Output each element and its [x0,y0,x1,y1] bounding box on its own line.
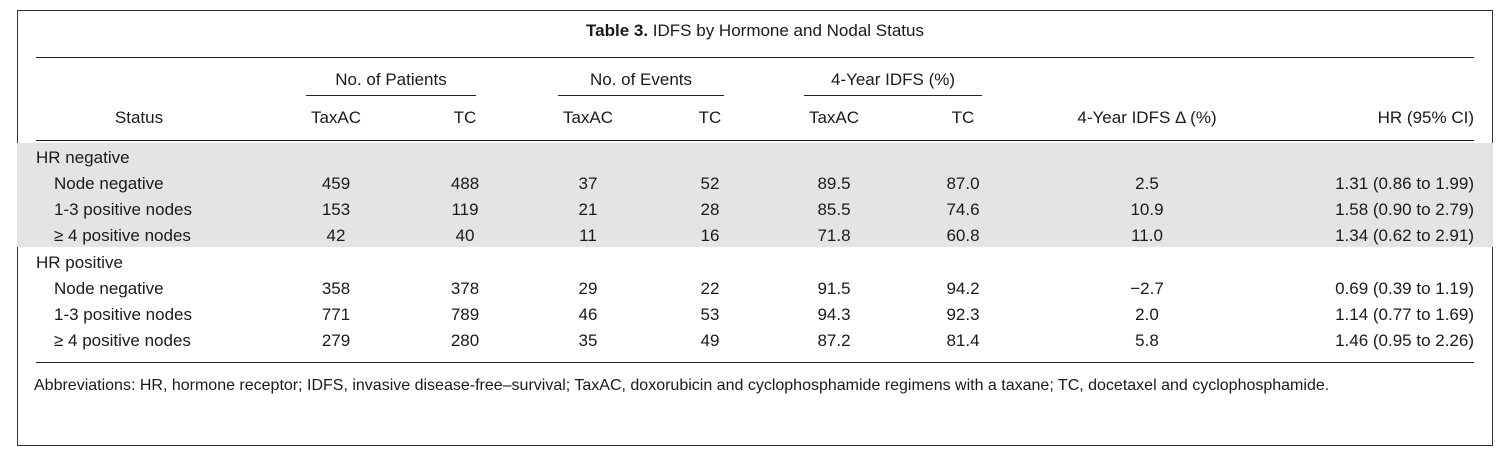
events-taxac: 37 [578,174,598,193]
table-caption: IDFS by Hormone and Nodal Status [652,21,924,40]
table-row: 1-3 positive nodes 771 789 46 53 94.3 92… [0,302,1510,328]
idfs-delta: −2.7 [1130,279,1164,298]
events-taxac: 35 [578,331,598,350]
hazard-ratio: 1.46 (0.95 to 2.26) [1335,331,1474,350]
idfs-tc: 60.8 [946,226,980,245]
hazard-ratio: 1.31 (0.86 to 1.99) [1335,174,1474,193]
idfs-tc: 87.0 [946,174,980,193]
col-idfs-tc: TC [951,108,975,127]
section-row-hr-negative: HR negative [0,145,1510,171]
events-taxac: 11 [579,226,597,245]
col-idfs-delta: 4-Year IDFS Δ (%) [1077,108,1217,127]
group-header-events: No. of Events [589,70,693,89]
table-row: ≥ 4 positive nodes 42 40 11 16 71.8 60.8… [0,223,1510,249]
table-row: 1-3 positive nodes 153 119 21 28 85.5 74… [0,197,1510,223]
events-tc: 28 [700,200,720,219]
events-tc: 16 [700,226,720,245]
idfs-tc: 94.2 [946,279,980,298]
patients-tc: 119 [451,200,479,219]
table-row: ≥ 4 positive nodes 279 280 35 49 87.2 81… [0,328,1510,354]
idfs-delta: 2.5 [1135,174,1159,193]
idfs-delta: 11.0 [1131,226,1163,245]
events-tc: 53 [700,305,720,324]
patients-tc: 488 [450,174,480,193]
patients-taxac: 279 [321,331,351,350]
patients-tc: 40 [455,226,475,245]
row-status: 1-3 positive nodes [54,305,192,324]
row-status: ≥ 4 positive nodes [54,226,191,245]
group-rule-patients [306,95,476,96]
idfs-taxac: 87.2 [817,331,851,350]
idfs-tc: 81.4 [946,331,980,350]
idfs-taxac: 94.3 [817,305,851,324]
group-header-idfs: 4-Year IDFS (%) [830,70,956,89]
hazard-ratio: 1.14 (0.77 to 1.69) [1335,305,1474,324]
patients-tc: 789 [450,305,480,324]
section-label: HR positive [36,253,123,272]
group-rule-idfs [804,95,982,96]
col-patients-taxac: TaxAC [310,108,362,127]
idfs-tc: 74.6 [946,200,980,219]
events-taxac: 21 [578,200,598,219]
events-taxac: 46 [578,305,598,324]
table-number: Table 3. [586,21,649,40]
idfs-delta: 10.9 [1130,200,1164,219]
col-events-tc: TC [698,108,722,127]
top-rule [36,57,1474,58]
col-status: Status [114,108,164,127]
table-row: Node negative 358 378 29 22 91.5 94.2 −2… [0,276,1510,302]
patients-taxac: 771 [321,305,351,324]
idfs-taxac: 91.5 [817,279,851,298]
col-hazard-ratio: HR (95% CI) [1377,108,1474,127]
events-tc: 22 [700,279,720,298]
group-rule-events [558,95,724,96]
header-rule [36,140,1474,141]
section-row-hr-positive: HR positive [0,250,1510,276]
idfs-delta: 2.0 [1135,305,1159,324]
table-row: Node negative 459 488 37 52 89.5 87.0 2.… [0,171,1510,197]
hazard-ratio: 1.58 (0.90 to 2.79) [1335,200,1474,219]
hazard-ratio: 0.69 (0.39 to 1.19) [1335,279,1474,298]
col-patients-tc: TC [453,108,477,127]
section-label: HR negative [36,148,130,167]
col-idfs-taxac: TaxAC [808,108,860,127]
col-events-taxac: TaxAC [562,108,614,127]
hazard-ratio: 1.34 (0.62 to 2.91) [1335,226,1474,245]
hr-negative-shading [17,143,1493,247]
events-tc: 49 [700,331,720,350]
group-header-patients: No. of Patients [335,70,447,89]
idfs-tc: 92.3 [946,305,980,324]
bottom-rule [36,362,1474,363]
row-status: Node negative [54,174,164,193]
row-status: Node negative [54,279,164,298]
patients-taxac: 358 [321,279,351,298]
row-status: 1-3 positive nodes [54,200,192,219]
patients-tc: 378 [450,279,480,298]
idfs-taxac: 71.8 [817,226,851,245]
patients-taxac: 42 [326,226,346,245]
events-taxac: 29 [578,279,598,298]
row-status: ≥ 4 positive nodes [54,331,191,350]
idfs-taxac: 89.5 [817,174,851,193]
patients-taxac: 459 [321,174,351,193]
idfs-taxac: 85.5 [817,200,851,219]
idfs-delta: 5.8 [1135,331,1159,350]
abbreviations-footnote: Abbreviations: HR, hormone receptor; IDF… [34,377,1330,394]
patients-tc: 280 [450,331,480,350]
events-tc: 52 [700,174,720,193]
patients-taxac: 153 [321,200,351,219]
table-title: Table 3. IDFS by Hormone and Nodal Statu… [0,21,1510,41]
